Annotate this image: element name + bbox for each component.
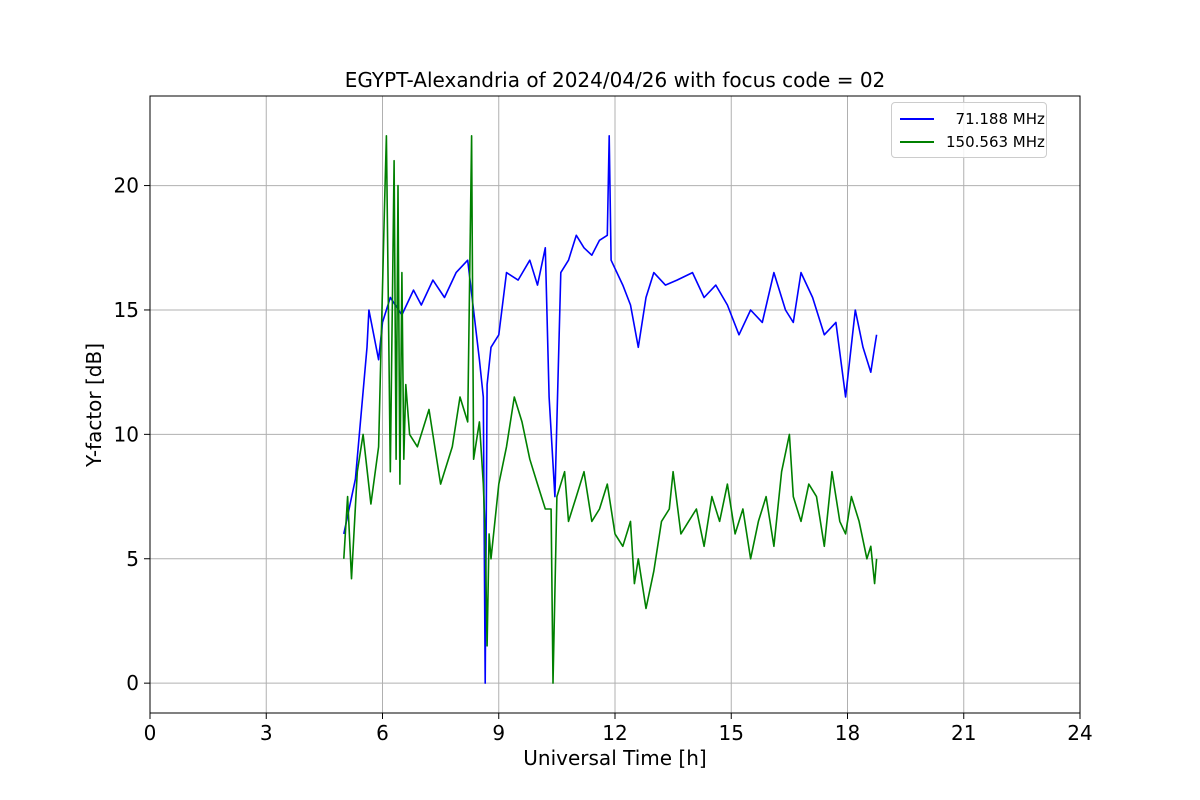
y-tick-label: 0: [126, 671, 139, 695]
y-tick-label: 20: [114, 174, 139, 198]
x-tick-label: 12: [602, 721, 627, 745]
y-tick-label: 5: [126, 547, 139, 571]
x-tick-label: 6: [376, 721, 389, 745]
legend: 71.188 MHz 150.563 MHz: [891, 102, 1047, 158]
x-tick-label: 18: [835, 721, 860, 745]
x-tick-label: 24: [1067, 721, 1092, 745]
x-tick-label: 0: [144, 721, 157, 745]
series-lines: [343, 135, 878, 684]
series-line-0: [343, 135, 878, 684]
legend-label-150mhz: 150.563 MHz: [946, 133, 1045, 151]
y-axis-label: Y-factor [dB]: [82, 342, 106, 468]
x-tick-label: 9: [492, 721, 505, 745]
x-tick-label: 15: [719, 721, 744, 745]
grid-lines: [149, 96, 1081, 713]
y-tick-label: 15: [114, 298, 139, 322]
x-axis-label: Universal Time [h]: [523, 746, 707, 770]
legend-item-71mhz: 71.188 MHz: [892, 109, 1046, 129]
y-axis-ticks: 0 5 10 15 20: [114, 174, 150, 695]
x-axis-ticks: 0 3 6 9 12 15 18 21 24: [144, 713, 1093, 745]
legend-label-71mhz: 71.188 MHz: [946, 110, 1045, 128]
legend-swatch-71mhz: [900, 118, 934, 120]
legend-swatch-150mhz: [900, 141, 934, 143]
series-line-1: [343, 135, 878, 684]
x-tick-label: 21: [951, 721, 976, 745]
legend-item-150mhz: 150.563 MHz: [892, 132, 1046, 152]
chart-title: EGYPT-Alexandria of 2024/04/26 with focu…: [344, 68, 886, 92]
y-tick-label: 10: [114, 422, 139, 446]
x-tick-label: 3: [260, 721, 273, 745]
